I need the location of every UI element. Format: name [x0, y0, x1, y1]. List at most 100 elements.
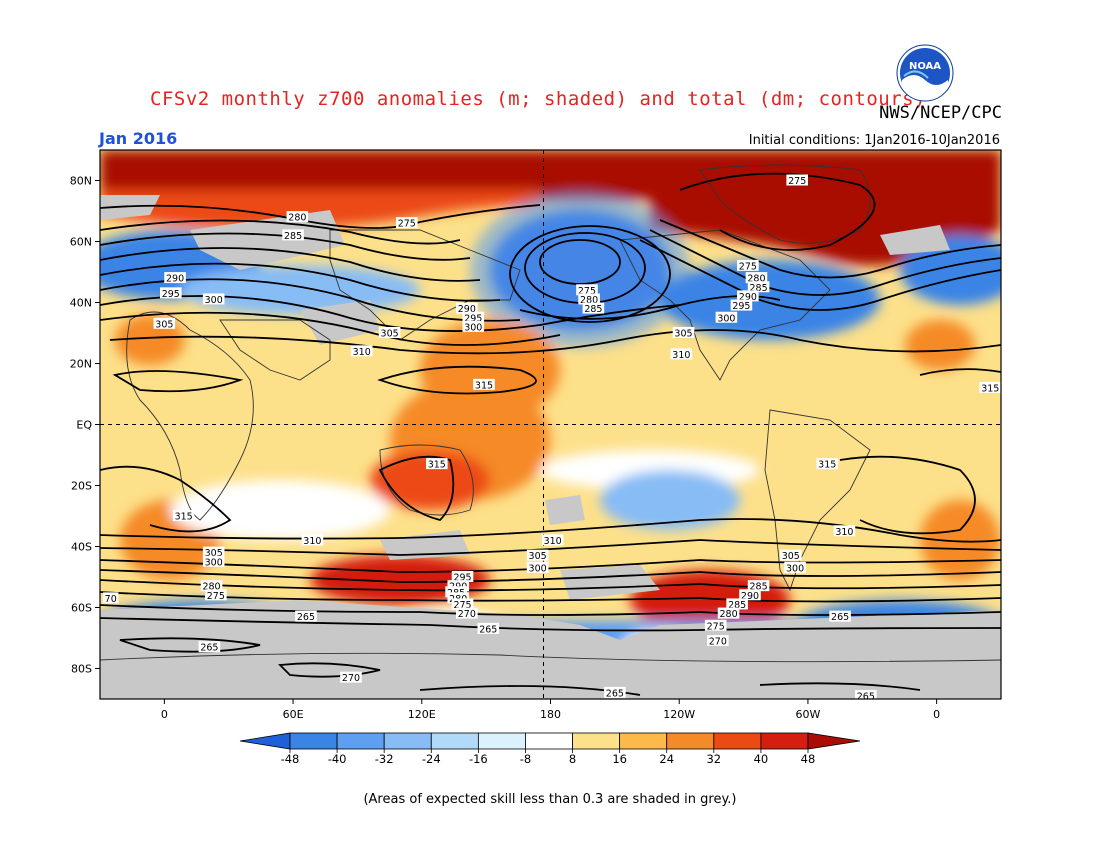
colorbar-swatch	[619, 732, 668, 750]
contour-label-bg	[473, 378, 495, 390]
colorbar-arrow-low	[239, 732, 291, 750]
contour-label: 305	[529, 551, 547, 562]
colorbar-label: -16	[469, 752, 488, 766]
contour-label: 295	[162, 289, 180, 300]
contour-label: 270	[709, 637, 727, 648]
contour-label: 300	[205, 295, 223, 306]
contour-label: 280	[747, 274, 765, 285]
contour-label: 265	[297, 612, 315, 623]
agency-label: NWS/NCEP/CPC	[879, 103, 1002, 123]
contour-label-bg	[816, 458, 839, 470]
contour-label: 310	[544, 536, 562, 547]
reference-lines	[100, 150, 1001, 699]
contour-label: 310	[835, 527, 853, 538]
contour-label: 295	[464, 313, 482, 324]
contour-label: 295	[453, 573, 471, 584]
contour-label-bg	[737, 290, 759, 302]
colorbar-swatch	[477, 732, 526, 750]
colorbar-swatch	[760, 732, 809, 750]
contour-label: 270	[458, 609, 476, 620]
lat-tick-label: 60S	[71, 602, 92, 615]
contour-label: 265	[606, 688, 624, 699]
contour-label-bg	[159, 287, 182, 299]
contour-labels: 2752802852752902953003053103052902953003…	[103, 174, 1002, 702]
contour-label-bg	[779, 549, 802, 561]
contour-label: 275	[207, 591, 225, 602]
colorbar-swatch	[525, 732, 573, 750]
contour-label-bg	[745, 272, 768, 284]
contour-label: 290	[166, 274, 184, 285]
contour-label-bg	[301, 534, 324, 546]
contour-label: 265	[857, 691, 875, 702]
contour-label-bg	[340, 671, 362, 683]
contour-label-bg	[477, 622, 500, 634]
contour-label: 280	[719, 609, 737, 620]
contour-label-bg	[462, 311, 485, 323]
map-frame	[99, 149, 1002, 700]
lat-tick-label: 40N	[70, 297, 92, 310]
contour-label-bg	[604, 686, 626, 698]
contour-label: 300	[717, 313, 735, 324]
contour-label-bg	[726, 598, 748, 610]
lon-tick-label: 120E	[408, 708, 436, 721]
contour-label-bg	[164, 272, 186, 284]
contour-label: 275	[788, 176, 806, 187]
contour-label: 300	[205, 557, 223, 568]
contour-label: 70	[105, 594, 117, 605]
contour-label: 290	[739, 292, 757, 303]
colorbar-label: 48	[801, 752, 816, 766]
contour-label-bg	[286, 211, 309, 223]
colorbar-swatch	[383, 732, 432, 750]
lon-tick-label: 0	[161, 708, 168, 721]
contour-label: 285	[750, 582, 768, 593]
contour-label-bg	[202, 546, 225, 558]
contour-label: 280	[449, 594, 467, 605]
colorbar: -48 -40 -32 -24 -16 -8 8 16 24 32 40 48	[239, 732, 861, 766]
contour-label: 275	[739, 261, 757, 272]
contour-label: 265	[831, 612, 849, 623]
contour-label-bg	[737, 259, 759, 271]
contour-label-bg	[541, 534, 564, 546]
contour-label-bg	[784, 561, 806, 573]
colorbar-label: -8	[520, 752, 531, 766]
contour-label-bg	[295, 610, 317, 622]
contour-label-bg	[172, 510, 195, 521]
contour-label: 310	[303, 536, 321, 547]
contour-label: 315	[818, 460, 836, 471]
contour-label-bg	[786, 174, 809, 186]
skill-caption: (Areas of expected skill less than 0.3 a…	[363, 792, 737, 807]
lon-tick-label: 180	[540, 708, 561, 721]
lat-tick-label: 20N	[70, 358, 92, 371]
colorbar-label: -32	[375, 752, 394, 766]
noaa-logo: NOAA	[896, 44, 954, 102]
contour-label: 285	[584, 304, 602, 315]
contour-label: 280	[202, 582, 220, 593]
colorbar-swatch	[430, 732, 479, 750]
contour-label-bg	[426, 458, 448, 470]
contour-label-bg	[451, 598, 474, 610]
contour-label-bg	[200, 580, 223, 592]
contour-label: 275	[578, 286, 596, 297]
contour-label: 315	[175, 512, 193, 523]
colorbar-label: 32	[706, 752, 721, 766]
contour-label: 315	[475, 380, 493, 391]
contour-label-bg	[282, 229, 304, 241]
contour-label: 315	[981, 383, 999, 394]
contour-label-bg	[979, 381, 1002, 393]
colorbar-label: -48	[281, 752, 300, 766]
contour-label: 285	[447, 588, 465, 599]
contour-label: 265	[200, 643, 218, 654]
contour-label-bg	[462, 320, 485, 332]
contour-label: 275	[398, 219, 416, 230]
contour-label-bg	[576, 284, 598, 296]
contour-label: 270	[342, 673, 360, 684]
contour-label-bg	[202, 555, 225, 567]
contour-label: 300	[786, 563, 804, 574]
lon-tick-label: 0	[933, 708, 940, 721]
contour-label: 305	[674, 329, 692, 340]
colorbar-label: 24	[659, 752, 674, 766]
colorbar-label: -24	[422, 752, 441, 766]
contour-label: 295	[732, 301, 750, 312]
contour-label: 285	[728, 600, 746, 611]
contour-label-bg	[378, 327, 401, 338]
